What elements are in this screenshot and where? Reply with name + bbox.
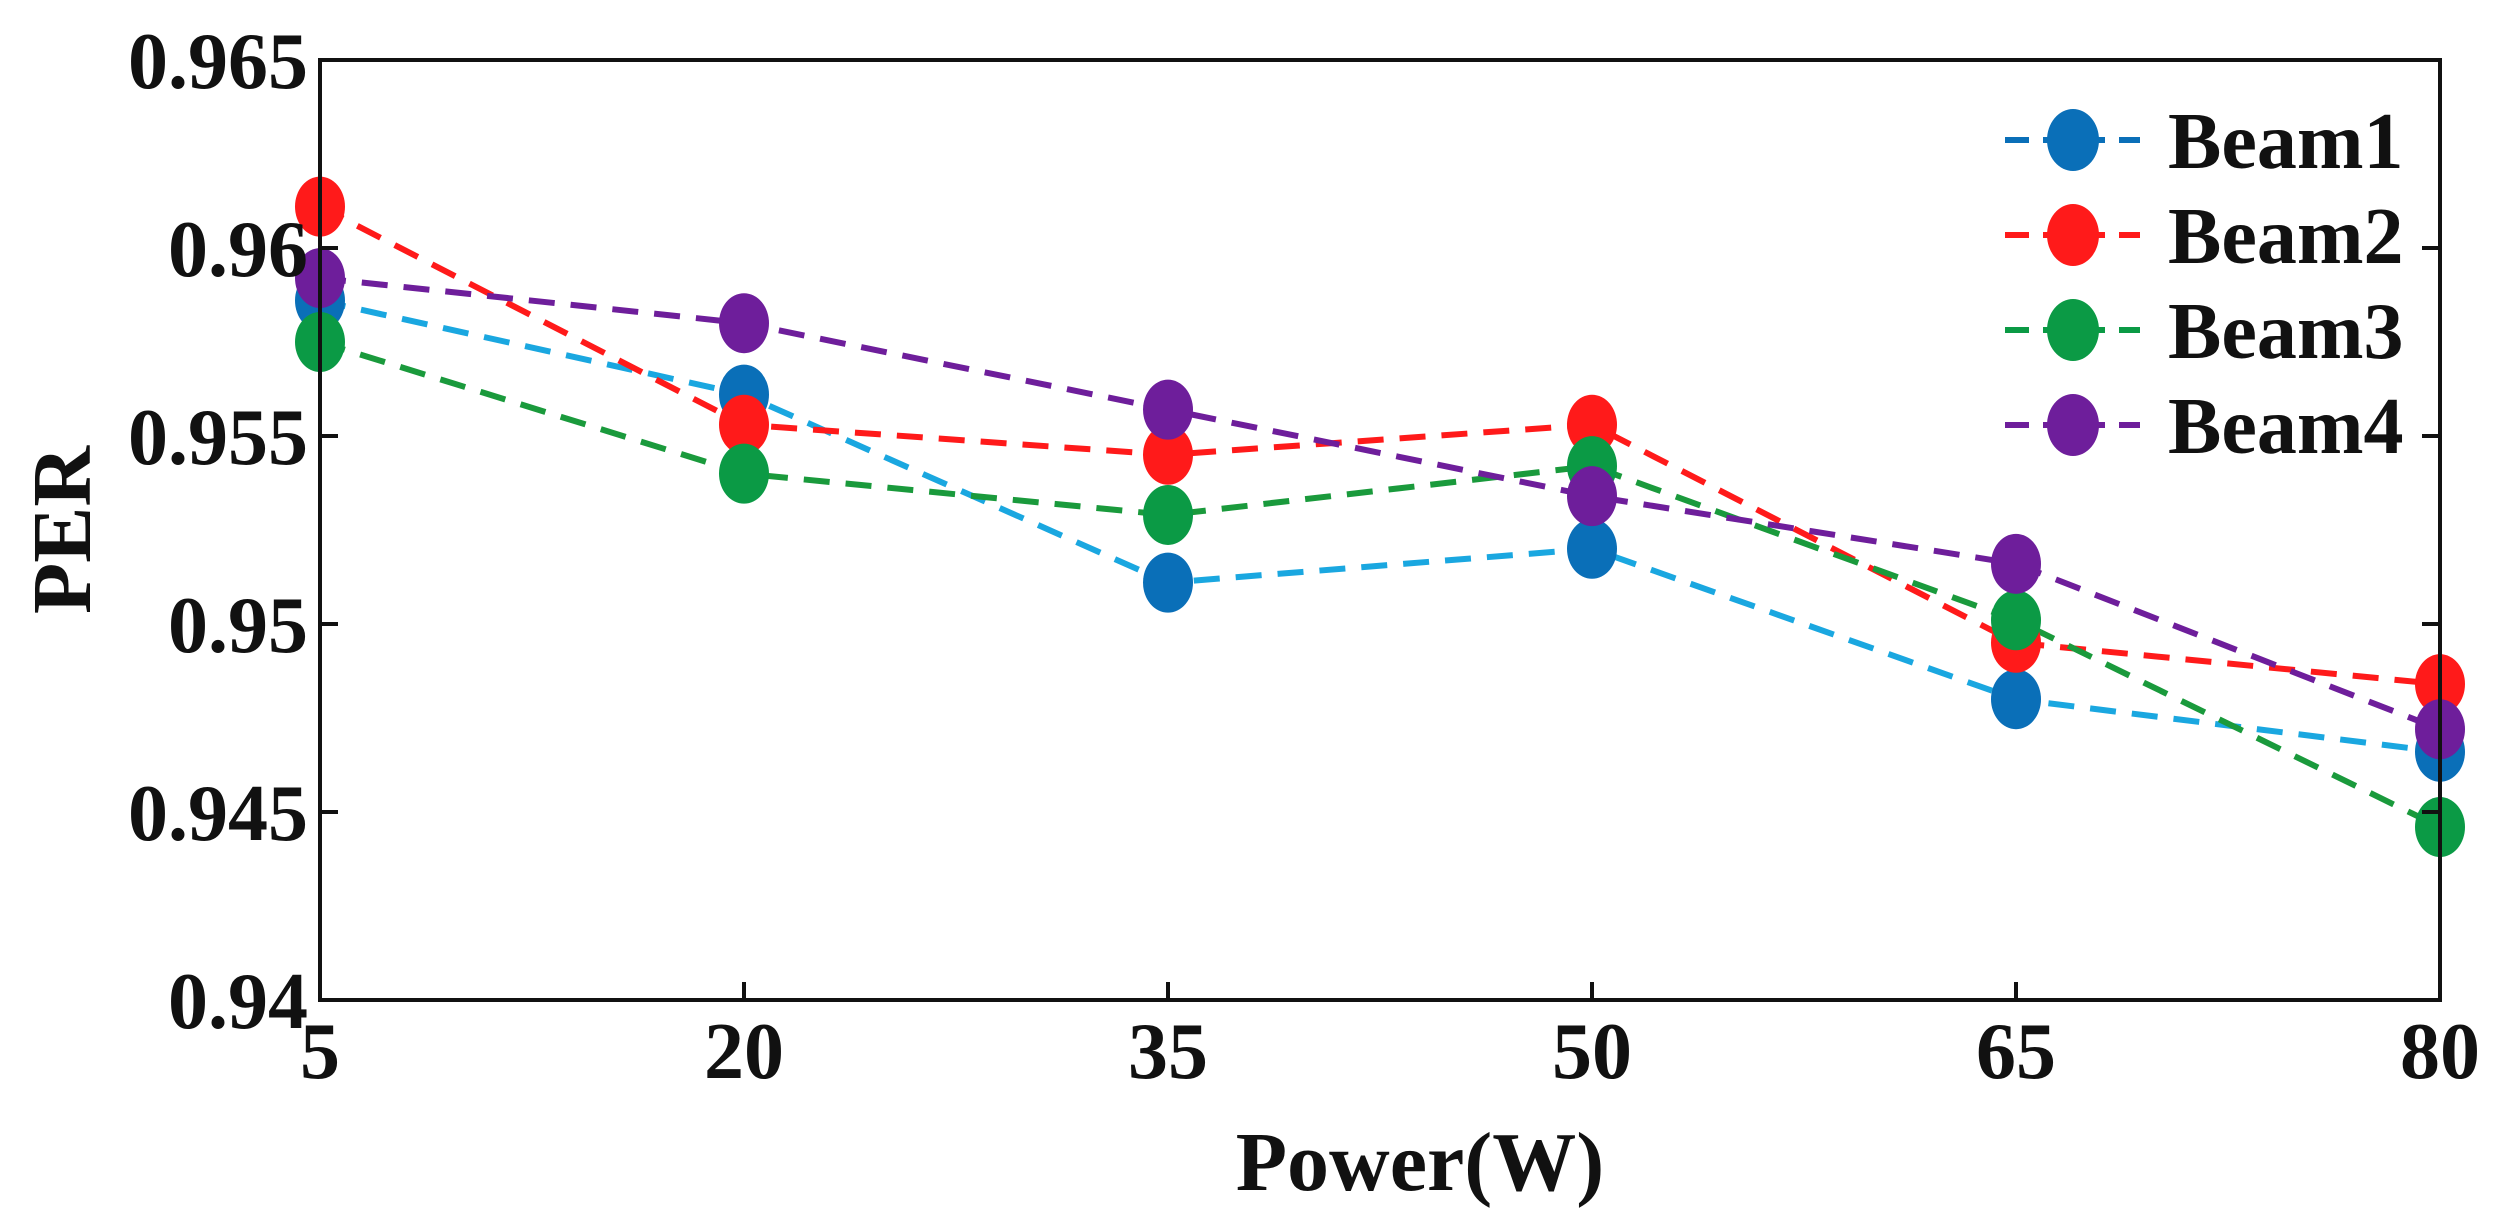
data-point-beam4 [1991,533,2041,594]
axis-ticks [318,58,2442,1002]
y-tick-label: 0.96 [168,206,308,294]
data-point-beam1 [1143,552,1193,613]
x-tick-label: 65 [1976,1008,2056,1096]
series-line-beam4 [319,275,2442,733]
x-tick-label: 5 [300,1008,340,1096]
data-point-beam3 [719,443,769,504]
data-point-beam2 [1567,394,1617,455]
y-tick-label: 0.945 [128,770,308,858]
x-tick-labels: 5 20 35 50 65 80 [300,1008,2480,1096]
x-tick-label: 35 [1128,1008,1208,1096]
y-tick-label: 0.955 [128,394,308,482]
legend-marker-beam3 [2047,299,2099,361]
series-markers [295,176,2465,858]
data-point-beam3 [1143,484,1193,545]
plot-frame [318,58,2442,1002]
data-point-beam4 [719,293,769,354]
y-tick-labels: 0.94 0.945 0.95 0.955 0.96 0.965 [128,18,308,1046]
legend-marker-beam4 [2047,394,2099,456]
data-point-beam2 [1143,424,1193,485]
x-tick-label: 80 [2400,1008,2480,1096]
y-tick-label: 0.94 [168,958,308,1046]
data-point-beam1 [1567,518,1617,579]
data-point-beam3 [1991,590,2041,651]
x-tick-label: 20 [704,1008,784,1096]
data-point-beam1 [1991,669,2041,730]
series-line-beam1 [319,297,2441,755]
data-point-beam4 [1567,466,1617,527]
legend-label-beam3: Beam3 [2168,288,2404,376]
legend-marker-beam1 [2047,109,2099,171]
legend-label-beam2: Beam2 [2168,193,2404,281]
x-tick-label: 50 [1552,1008,1632,1096]
legend-label-beam1: Beam1 [2168,98,2404,186]
series-line-beam2 [318,203,2441,688]
y-tick-label: 0.95 [168,582,308,670]
y-axis-label: PER [16,445,109,614]
series-lines [318,203,2442,830]
series-line-beam3 [319,339,2442,830]
x-axis-label: Power(W) [1236,1116,1604,1209]
data-point-beam4 [1143,379,1193,440]
legend-marker-beam2 [2047,204,2099,266]
y-tick-label: 0.965 [128,18,308,106]
data-point-beam2 [719,394,769,455]
legend-label-beam4: Beam4 [2168,383,2404,471]
